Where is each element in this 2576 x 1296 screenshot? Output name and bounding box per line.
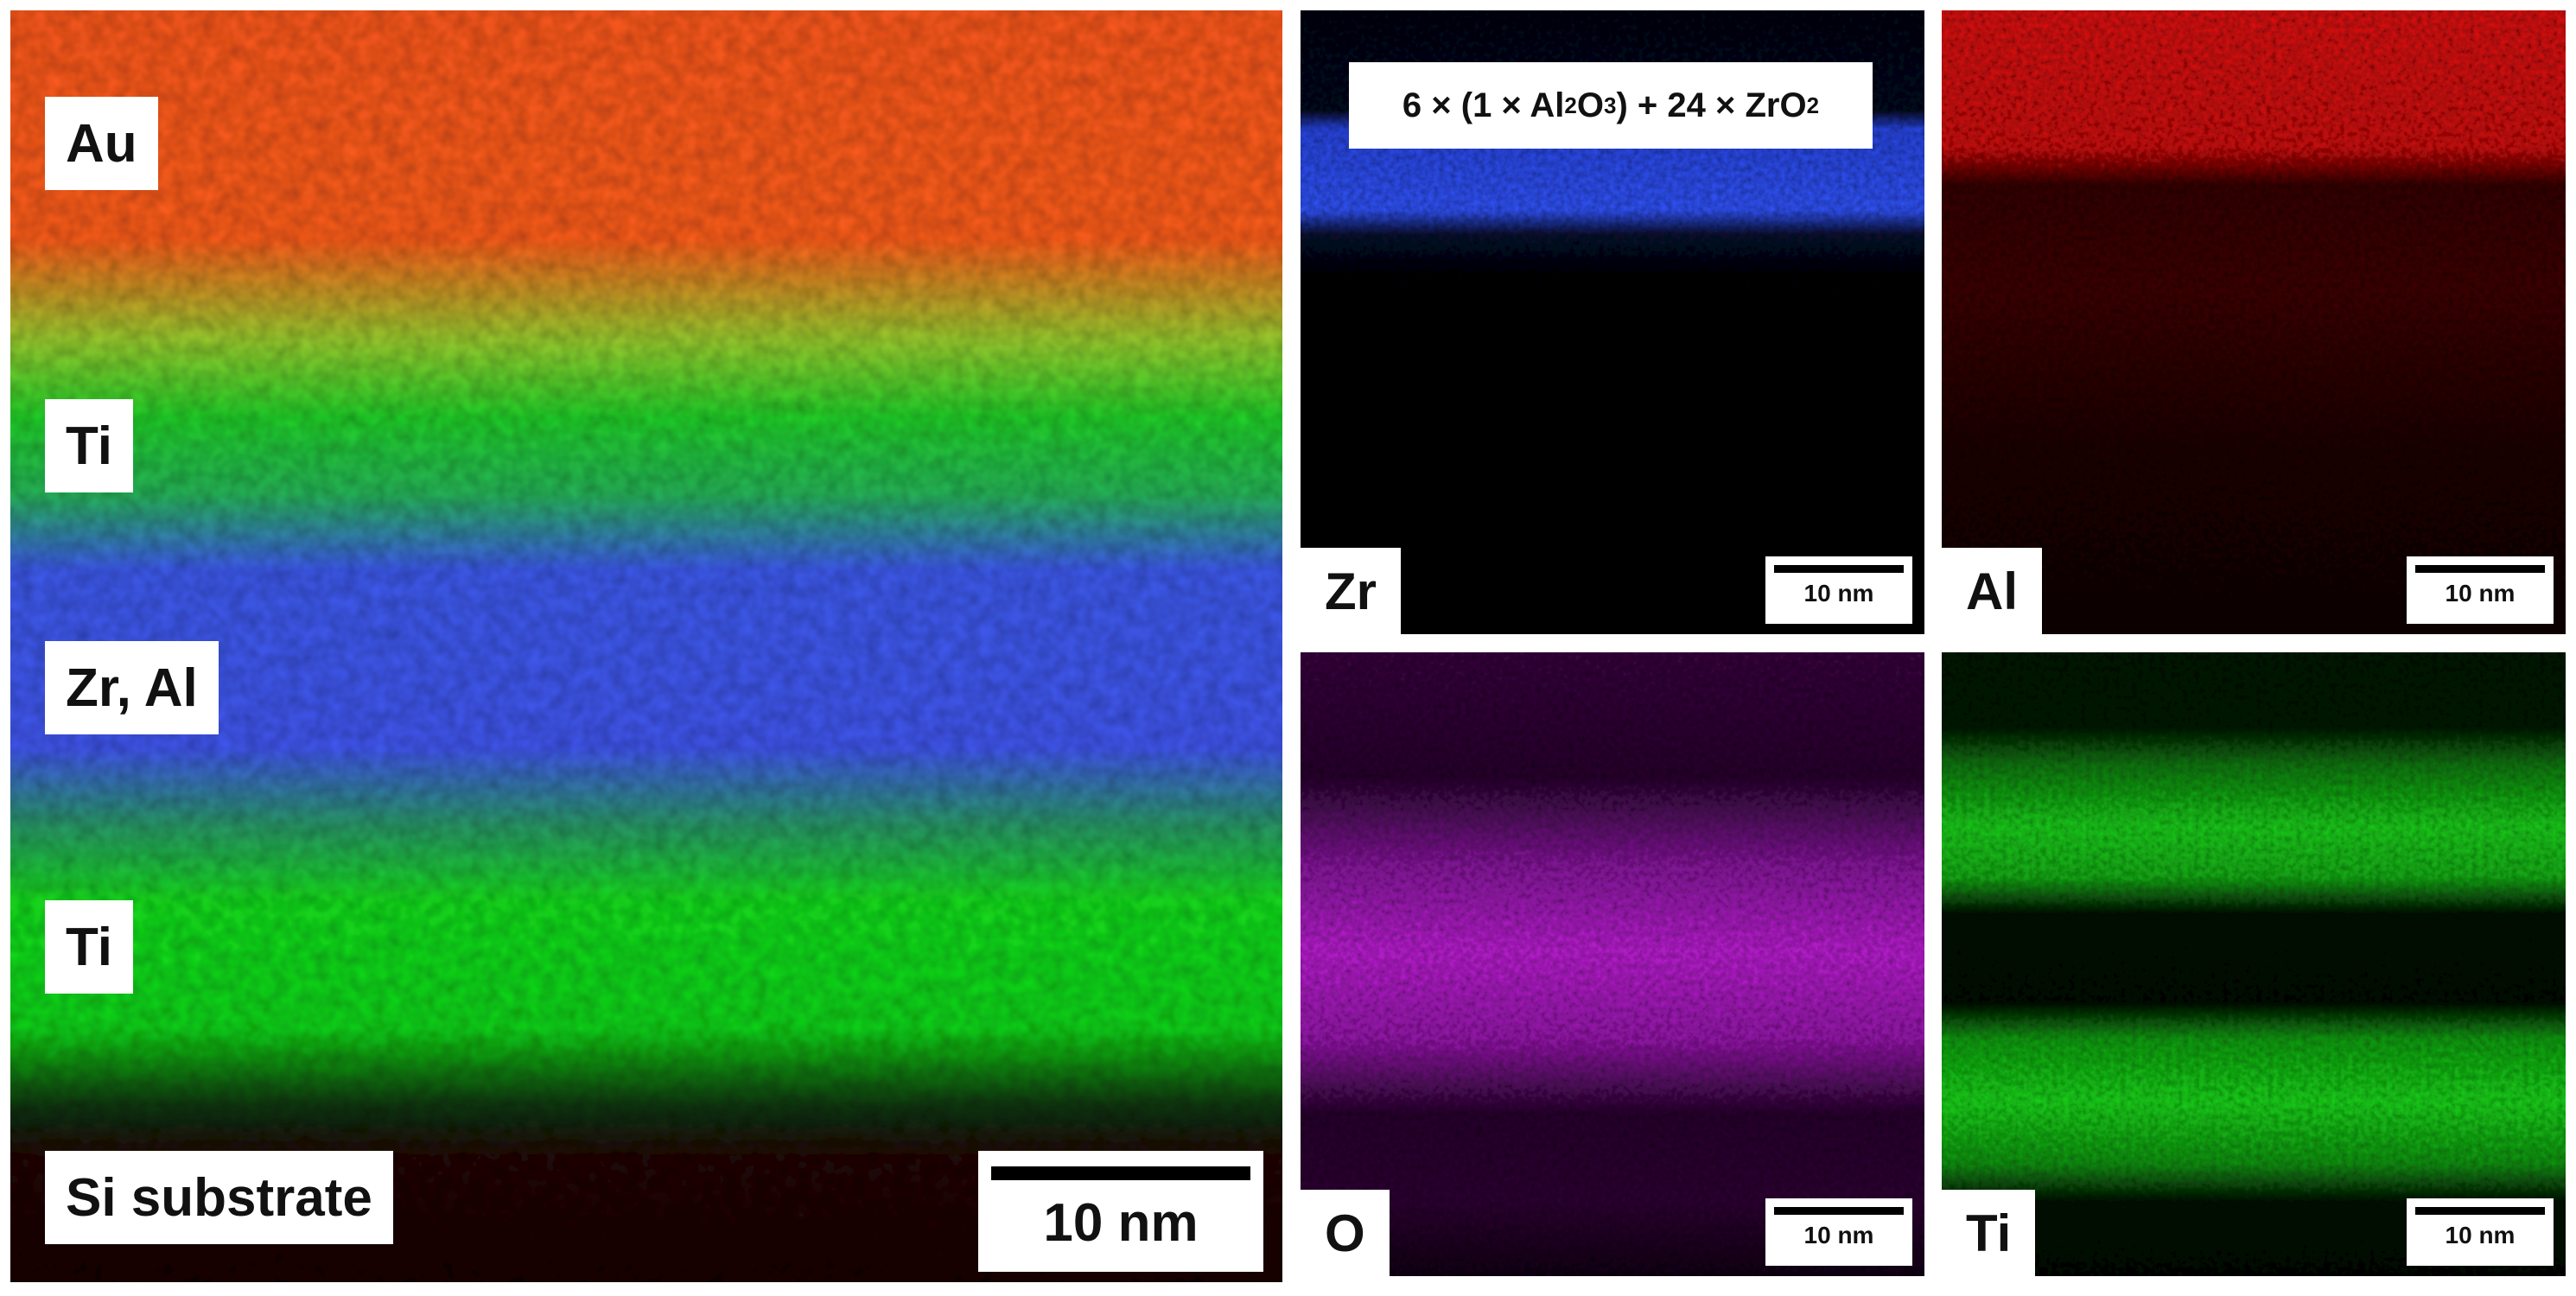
scale-bar-line (1774, 1207, 1904, 1215)
scale-bar-line (991, 1166, 1250, 1180)
zr-scale-bar: 10 nm (1765, 556, 1912, 624)
layer-label-ti-bottom: Ti (45, 900, 133, 994)
al-eds-map: Al 10 nm (1942, 10, 2566, 634)
scale-bar-label: 10 nm (2445, 1222, 2516, 1248)
layer-label-si-substrate: Si substrate (45, 1151, 393, 1244)
al-map-image (1942, 10, 2566, 634)
o-map-image (1301, 652, 1924, 1276)
main-scale-bar: 10 nm (978, 1151, 1263, 1272)
formula-part-1: 6 × (1 × Al (1402, 86, 1565, 124)
formula-part-3: ) + 24 × ZrO (1616, 86, 1807, 124)
scale-bar-label: 10 nm (1043, 1193, 1199, 1253)
element-label-al: Al (1942, 548, 2042, 634)
element-label-zr: Zr (1301, 548, 1401, 634)
layer-label-ti-top: Ti (45, 399, 133, 492)
o-eds-map: O 10 nm (1301, 652, 1924, 1276)
layer-label-zr-al: Zr, Al (45, 641, 219, 734)
scale-bar-label: 10 nm (1803, 580, 1874, 607)
ti-scale-bar: 10 nm (2407, 1198, 2554, 1266)
scale-bar-label: 10 nm (1803, 1222, 1874, 1248)
scale-bar-line (2415, 565, 2545, 573)
o-scale-bar: 10 nm (1765, 1198, 1912, 1266)
scale-bar-label: 10 nm (2445, 580, 2516, 607)
al-scale-bar: 10 nm (2407, 556, 2554, 624)
composite-map-image (10, 10, 1282, 1282)
scale-bar-line (1774, 565, 1904, 573)
formula-part-2: O (1576, 86, 1605, 124)
stack-formula: 6 × (1 × Al 2 O 3) + 24 × ZrO 2 (1349, 62, 1873, 149)
zr-eds-map: 6 × (1 × Al 2 O 3) + 24 × ZrO 2 Zr 10 nm (1301, 10, 1924, 634)
ti-map-image (1942, 652, 2566, 1276)
element-label-o: O (1301, 1190, 1390, 1276)
composite-eds-map: Au Ti Zr, Al Ti Si substrate 10 nm (10, 10, 1282, 1282)
layer-label-au: Au (45, 97, 158, 190)
ti-eds-map: Ti 10 nm (1942, 652, 2566, 1276)
element-label-ti: Ti (1942, 1190, 2036, 1276)
scale-bar-line (2415, 1207, 2545, 1215)
